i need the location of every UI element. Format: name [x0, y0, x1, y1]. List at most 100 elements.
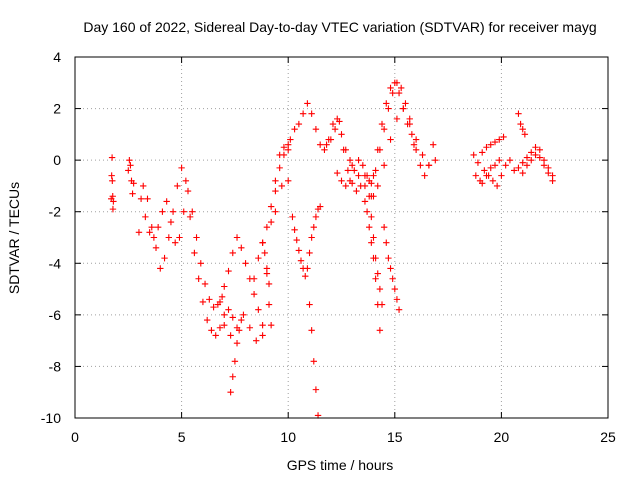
data-point: [404, 120, 411, 128]
data-point: [408, 131, 416, 138]
data-point: [312, 213, 320, 221]
data-point: [306, 249, 313, 257]
data-point: [521, 131, 529, 138]
x-tick-label: 10: [280, 429, 296, 445]
data-point: [180, 208, 187, 215]
data-point: [146, 229, 153, 236]
data-point: [210, 303, 217, 311]
data-point: [295, 120, 303, 128]
data-point: [227, 389, 234, 396]
data-point: [267, 218, 275, 226]
data-point: [250, 275, 258, 282]
data-point: [523, 162, 531, 169]
data-point: [140, 182, 147, 190]
data-point: [519, 126, 526, 133]
data-point: [191, 249, 198, 257]
data-point: [178, 164, 185, 172]
data-point: [395, 306, 403, 313]
data-point: [321, 146, 328, 154]
y-axis-label: SDTVAR / TECUs: [6, 182, 22, 294]
data-point: [523, 154, 531, 161]
data-point: [193, 234, 200, 241]
data-point: [259, 332, 266, 339]
data-point: [412, 136, 420, 143]
data-point: [130, 180, 137, 187]
data-point: [291, 126, 298, 133]
data-point: [229, 373, 236, 380]
data-point: [295, 247, 303, 254]
data-point: [242, 260, 249, 267]
data-point: [154, 223, 162, 231]
data-point: [374, 270, 381, 277]
data-point: [393, 296, 401, 303]
data-point: [233, 340, 241, 347]
data-point: [150, 234, 158, 241]
data-point: [227, 332, 234, 339]
data-point: [515, 164, 522, 172]
data-point: [238, 316, 245, 324]
data-point: [255, 306, 262, 313]
data-point: [165, 234, 173, 241]
data-point: [483, 172, 490, 179]
data-point: [263, 223, 271, 231]
data-point: [406, 115, 413, 123]
data-point: [432, 156, 439, 164]
x-tick-label: 25: [600, 429, 616, 445]
data-point: [368, 213, 375, 221]
data-point: [491, 138, 499, 146]
data-point: [487, 164, 494, 172]
data-point: [137, 195, 145, 203]
data-point: [310, 358, 317, 365]
data-point: [289, 213, 296, 221]
data-point: [126, 156, 133, 164]
data-point: [370, 172, 377, 179]
data-point: [272, 177, 279, 184]
data-point: [429, 141, 437, 148]
data-point: [421, 172, 428, 179]
data-point: [342, 182, 349, 190]
data-point: [197, 260, 204, 267]
data-point: [225, 306, 232, 313]
data-point: [361, 182, 369, 190]
data-point: [259, 321, 266, 329]
data-point: [387, 84, 394, 92]
data-point: [148, 223, 155, 231]
data-point: [361, 198, 369, 205]
data-point: [479, 180, 486, 187]
data-point: [142, 213, 149, 221]
data-point: [502, 162, 509, 169]
data-point: [125, 167, 132, 174]
plot-frame: [74, 56, 609, 419]
data-point: [528, 156, 535, 164]
data-point: [278, 182, 286, 190]
data-point: [545, 169, 552, 177]
x-tick-labels: 0 5 10 15 20 25: [71, 429, 616, 445]
data-point: [344, 167, 352, 174]
data-point: [487, 141, 494, 148]
data-point: [517, 120, 524, 128]
data-point: [221, 283, 228, 290]
data-point: [368, 239, 375, 246]
data-point: [385, 254, 392, 262]
data-point: [308, 234, 315, 241]
data-point: [496, 136, 503, 143]
data-point: [306, 301, 313, 308]
data-point: [327, 136, 335, 143]
data-point: [265, 301, 273, 308]
data-point: [308, 110, 315, 117]
data-point: [109, 205, 117, 213]
chart-title: Day 160 of 2022, Sidereal Day-to-day VTE…: [83, 19, 596, 35]
data-point: [363, 208, 371, 215]
data-point: [346, 156, 354, 164]
data-point: [208, 327, 215, 334]
y-tick-label: -4: [49, 255, 62, 271]
data-point: [310, 223, 317, 231]
data-point: [285, 141, 292, 148]
data-point: [312, 126, 320, 133]
data-point: [229, 249, 236, 257]
data-point: [206, 296, 213, 303]
data-point: [389, 89, 396, 97]
data-point: [489, 177, 497, 184]
data-point: [174, 182, 181, 190]
